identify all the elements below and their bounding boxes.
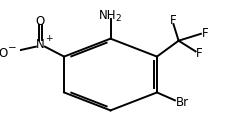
Text: Br: Br [175,96,188,109]
Text: −: − [7,43,16,53]
Text: O: O [36,15,45,28]
Text: N: N [36,38,45,51]
Text: NH: NH [98,9,116,22]
Text: F: F [169,14,176,27]
Text: F: F [195,47,202,60]
Text: O: O [0,47,7,60]
Text: +: + [45,34,53,43]
Text: 2: 2 [115,14,120,23]
Text: F: F [201,27,208,40]
